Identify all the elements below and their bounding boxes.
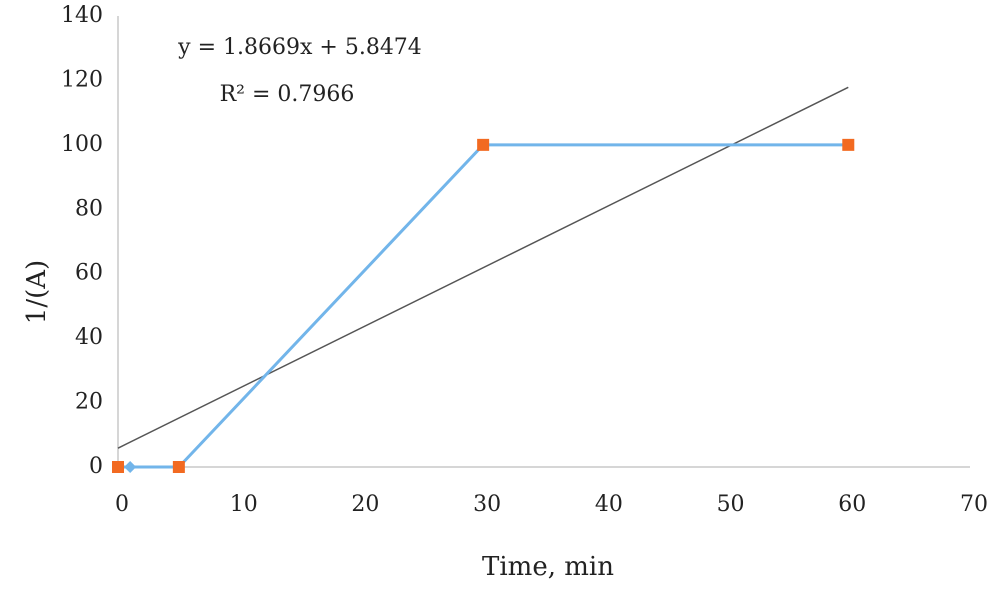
x-tick-label: 40 bbox=[595, 492, 623, 517]
r-squared: R² = 0.7966 bbox=[220, 82, 355, 107]
trend-equation: y = 1.8669x + 5.8474 bbox=[177, 35, 422, 60]
point-marker bbox=[842, 138, 855, 151]
x-tick-label: 70 bbox=[960, 492, 988, 517]
x-tick-label: 20 bbox=[351, 492, 379, 517]
y-tick-label: 120 bbox=[61, 67, 103, 92]
x-tick-label: 30 bbox=[473, 492, 501, 517]
y-tick-label: 0 bbox=[89, 454, 103, 479]
x-axis-title: Time, min bbox=[482, 552, 614, 582]
y-tick-label: 80 bbox=[75, 196, 103, 221]
point-marker bbox=[112, 461, 124, 473]
y-tick-label: 60 bbox=[75, 261, 103, 286]
y-tick-label: 20 bbox=[75, 390, 103, 415]
x-tick-label: 60 bbox=[838, 492, 866, 517]
series-line bbox=[118, 143, 849, 469]
trend-line bbox=[117, 86, 849, 449]
point-marker bbox=[124, 461, 137, 473]
y-axis-title: 1/(A) bbox=[22, 260, 52, 324]
y-tick-label: 40 bbox=[75, 325, 103, 350]
y-tick-label: 100 bbox=[61, 132, 103, 157]
point-marker bbox=[172, 461, 185, 473]
y-tick-label: 140 bbox=[61, 3, 103, 28]
point-marker bbox=[477, 138, 490, 151]
x-tick-label: 50 bbox=[717, 492, 745, 517]
x-tick-label: 0 bbox=[115, 492, 129, 517]
x-tick-label: 10 bbox=[230, 492, 258, 517]
